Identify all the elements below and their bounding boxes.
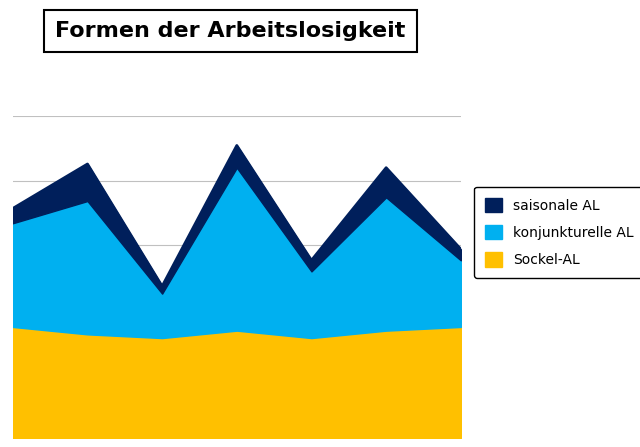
Legend: saisonale AL, konjunkturelle AL, Sockel-AL: saisonale AL, konjunkturelle AL, Sockel-…	[474, 186, 640, 278]
Text: Formen der Arbeitslosigkeit: Formen der Arbeitslosigkeit	[55, 21, 406, 41]
